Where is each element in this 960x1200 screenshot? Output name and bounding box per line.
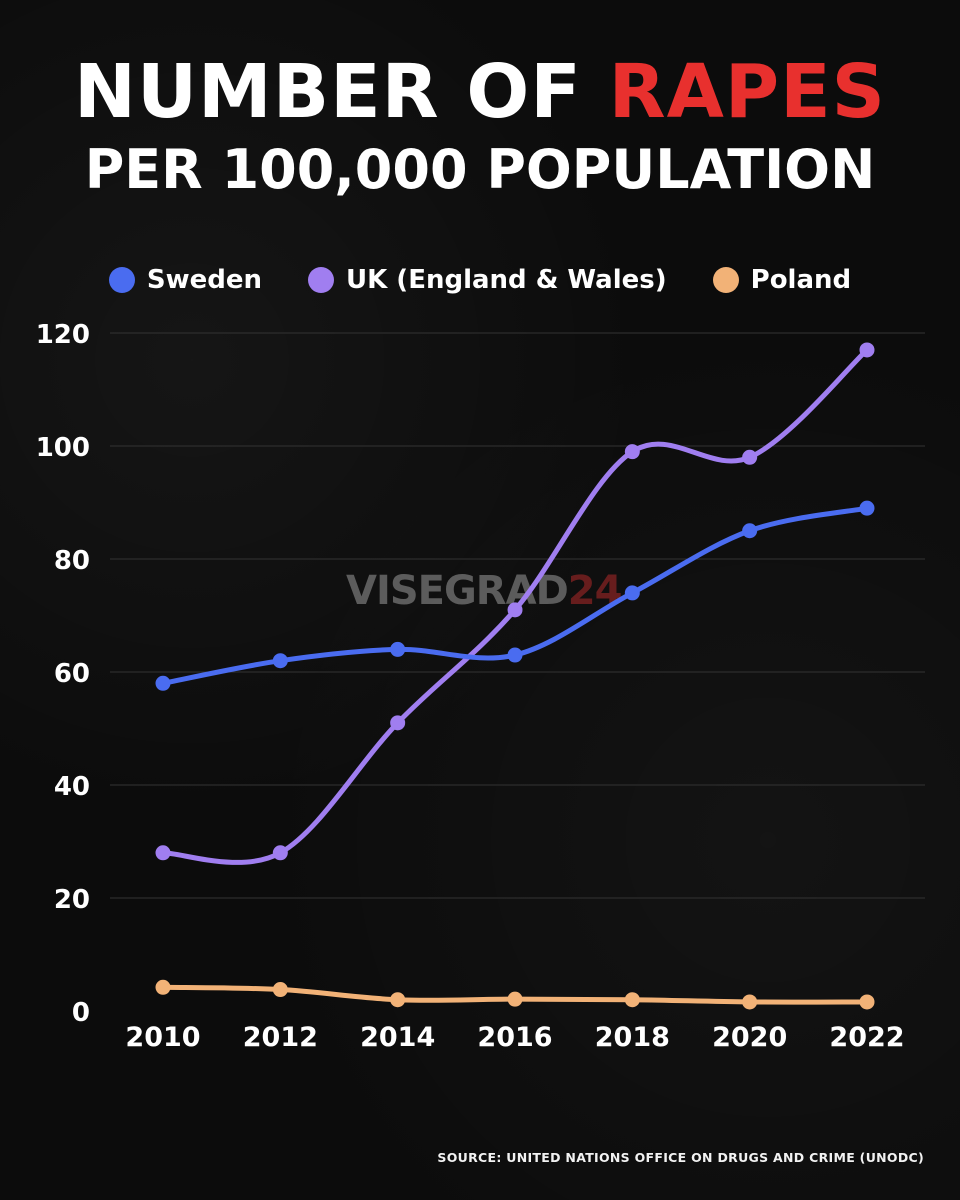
- data-point-sweden-2010: [155, 675, 171, 691]
- data-point-sweden-2020: [742, 523, 758, 539]
- data-point-sweden-2022: [859, 500, 875, 516]
- chart-title-accent: RAPES: [608, 49, 886, 135]
- data-point-uk-2022: [859, 342, 875, 358]
- y-tick-label-120: 120: [36, 320, 90, 350]
- x-tick-label-2010: 2010: [125, 1022, 200, 1053]
- legend-label-uk: UK (England & Wales): [346, 265, 667, 295]
- data-point-poland-2018: [624, 992, 640, 1008]
- data-point-uk-2010: [155, 845, 171, 861]
- source-note: SOURCE: UNITED NATIONS OFFICE ON DRUGS A…: [437, 1150, 924, 1165]
- y-tick-label-40: 40: [54, 772, 90, 802]
- data-point-sweden-2014: [390, 641, 406, 657]
- data-point-poland-2014: [390, 992, 406, 1008]
- y-tick-label-0: 0: [72, 998, 90, 1028]
- x-tick-label-2022: 2022: [829, 1022, 904, 1053]
- legend-item-poland: Poland: [712, 265, 852, 295]
- data-point-uk-2014: [390, 715, 406, 731]
- chart-subtitle: PER 100,000 POPULATION: [84, 138, 876, 201]
- x-tick-label-2014: 2014: [360, 1022, 435, 1053]
- y-tick-label-100: 100: [36, 433, 90, 463]
- y-tick-label-80: 80: [54, 546, 90, 576]
- legend-label-poland: Poland: [750, 265, 852, 295]
- data-point-uk-2020: [742, 449, 758, 465]
- legend-swatch-sweden: [108, 267, 135, 293]
- x-tick-label-2012: 2012: [243, 1022, 318, 1053]
- legend: Sweden UK (England & Wales) Poland: [0, 260, 960, 300]
- legend-swatch-poland: [712, 267, 739, 293]
- data-point-uk-2018: [624, 444, 640, 460]
- chart-title: NUMBER OF RAPES: [74, 49, 886, 135]
- legend-item-uk: UK (England & Wales): [308, 265, 667, 295]
- data-point-uk-2012: [272, 845, 288, 861]
- data-point-sweden-2012: [272, 653, 288, 669]
- legend-swatch-uk: [308, 267, 334, 293]
- data-point-poland-2010: [155, 979, 171, 995]
- data-point-poland-2020: [742, 994, 758, 1010]
- data-point-poland-2022: [859, 994, 875, 1010]
- data-point-poland-2016: [507, 991, 523, 1007]
- y-tick-label-60: 60: [54, 659, 90, 689]
- data-point-sweden-2016: [507, 647, 523, 663]
- legend-label-sweden: Sweden: [146, 265, 262, 295]
- x-tick-label-2020: 2020: [712, 1022, 787, 1053]
- x-tick-label-2016: 2016: [477, 1022, 552, 1053]
- data-point-sweden-2018: [624, 585, 640, 601]
- x-tick-label-2018: 2018: [595, 1022, 670, 1053]
- legend-item-sweden: Sweden: [108, 265, 262, 295]
- data-point-poland-2012: [272, 982, 288, 998]
- y-tick-label-20: 20: [54, 885, 90, 915]
- data-point-uk-2016: [507, 602, 523, 618]
